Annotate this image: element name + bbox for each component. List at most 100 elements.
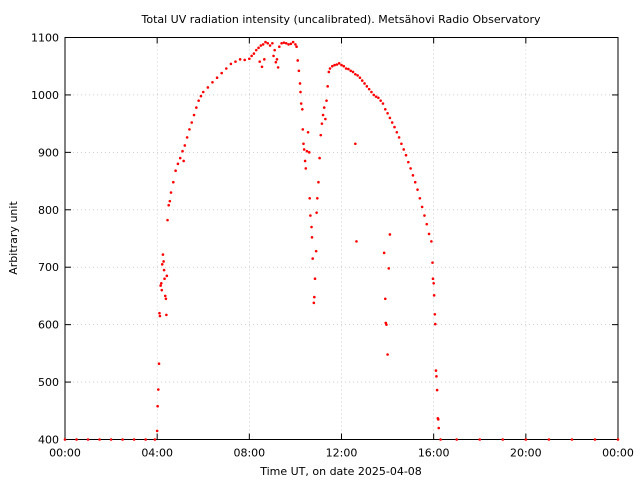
- data-point: [360, 79, 364, 82]
- data-point: [435, 375, 438, 378]
- data-point: [190, 121, 194, 124]
- data-point: [342, 64, 346, 68]
- data-point: [224, 67, 228, 70]
- data-point: [427, 232, 431, 236]
- data-point: [215, 76, 219, 79]
- data-point: [383, 297, 387, 301]
- data-point: [295, 45, 298, 48]
- data-point: [409, 167, 412, 170]
- data-point: [317, 180, 320, 184]
- data-point: [310, 236, 314, 239]
- data-point: [390, 121, 394, 124]
- data-point: [259, 44, 263, 47]
- data-point: [388, 233, 392, 236]
- data-point: [337, 62, 341, 65]
- data-point: [305, 149, 309, 153]
- data-point: [301, 107, 304, 111]
- data-point: [160, 281, 163, 285]
- data-point: [199, 94, 203, 98]
- data-point: [431, 261, 434, 264]
- data-point: [273, 48, 276, 52]
- axis-ticks: [64, 37, 619, 440]
- data-point: [347, 67, 350, 71]
- data-point: [63, 438, 67, 441]
- data-point: [161, 253, 165, 256]
- data-point: [386, 353, 389, 356]
- data-point: [153, 438, 157, 441]
- data-point: [395, 130, 399, 134]
- data-point: [159, 284, 162, 287]
- y-tick-labels: 400 500 600 700 800 900 1000 1100: [31, 32, 59, 447]
- y-tick-label: 500: [38, 376, 59, 389]
- data-point: [296, 59, 300, 62]
- data-point: [333, 63, 336, 67]
- data-point: [547, 438, 551, 441]
- data-point: [299, 90, 302, 94]
- data-point: [327, 70, 331, 74]
- data-point: [157, 362, 161, 365]
- data-point: [328, 67, 332, 70]
- data-point: [182, 159, 185, 163]
- data-point: [298, 82, 302, 85]
- data-point: [365, 85, 369, 88]
- data-point: [431, 277, 435, 281]
- data-point: [304, 167, 308, 170]
- data-point: [312, 301, 316, 305]
- data-point: [397, 136, 401, 139]
- data-point: [393, 125, 396, 129]
- data-point: [176, 162, 180, 166]
- data-point: [162, 260, 165, 263]
- data-point: [280, 41, 283, 45]
- data-point: [183, 144, 187, 147]
- data-point: [297, 69, 301, 73]
- data-point: [379, 99, 382, 102]
- data-point: [169, 191, 173, 194]
- x-tick-labels: 00:00 04:00 08:00 12:00 16:00 20:00 00:00: [49, 447, 634, 460]
- data-point: [356, 74, 359, 77]
- data-point: [320, 122, 324, 125]
- data-point: [272, 54, 275, 58]
- data-point: [593, 438, 597, 441]
- x-tick-label: 08:00: [233, 447, 265, 460]
- data-point: [302, 142, 305, 146]
- data-point: [313, 277, 317, 281]
- data-point: [318, 156, 321, 160]
- data-point: [423, 214, 426, 217]
- data-point: [436, 418, 440, 421]
- data-point: [407, 160, 410, 164]
- data-point: [367, 87, 371, 91]
- data-point: [181, 149, 184, 153]
- data-point: [308, 197, 312, 200]
- data-point: [178, 156, 182, 160]
- data-point: [238, 58, 242, 61]
- data-point: [404, 153, 408, 157]
- data-point: [257, 46, 260, 50]
- data-point: [185, 136, 189, 139]
- data-point: [301, 128, 305, 131]
- data-point: [309, 214, 312, 217]
- data-point: [211, 80, 214, 84]
- data-point: [188, 128, 191, 131]
- data-point: [501, 438, 505, 441]
- data-point: [263, 58, 266, 61]
- data-point: [354, 142, 357, 146]
- data-point: [171, 180, 175, 184]
- y-tick-label: 600: [38, 319, 59, 332]
- data-point: [326, 85, 329, 88]
- data-point: [432, 294, 436, 297]
- data-point: [335, 63, 339, 66]
- data-point: [197, 99, 200, 102]
- data-point: [354, 72, 357, 76]
- data-point: [400, 142, 403, 146]
- data-point: [248, 57, 251, 61]
- data-point: [271, 41, 274, 45]
- data-point: [319, 133, 323, 137]
- data-point: [355, 240, 358, 243]
- data-point: [276, 66, 280, 69]
- data-point: [351, 70, 355, 74]
- data-point: [250, 54, 253, 58]
- data-point: [382, 251, 386, 255]
- data-point: [315, 211, 318, 214]
- data-point: [322, 106, 326, 109]
- y-axis-label: Arbitrary unit: [7, 201, 20, 275]
